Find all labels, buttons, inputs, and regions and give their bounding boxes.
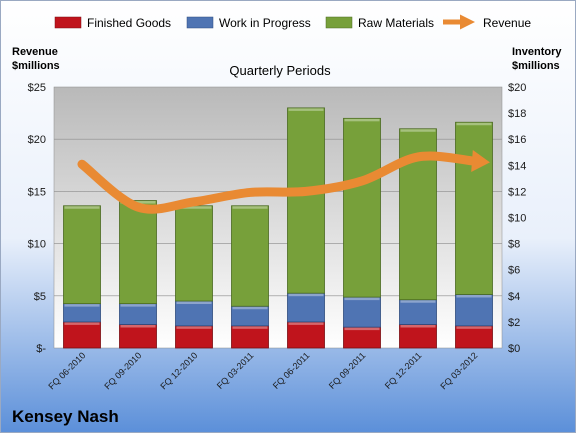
bar-highlight [456, 294, 492, 298]
bar-work-in-progress [287, 292, 325, 323]
bar-highlight [288, 293, 324, 297]
right-axis-title-line1: Inventory [512, 46, 562, 58]
bars [63, 107, 493, 349]
bar-highlight [288, 322, 324, 325]
bar-highlight [64, 304, 100, 307]
right-tick-label: $20 [508, 82, 526, 94]
company-name: Kensey Nash [12, 407, 119, 426]
bar-finished-goods [343, 326, 381, 349]
left-axis-ticks: $- $5 $10 $15 $20 $25 [28, 82, 47, 355]
right-tick-label: $8 [508, 239, 520, 251]
legend-swatch-raw-materials [325, 16, 353, 29]
bar-raw-materials [455, 121, 493, 295]
bar-highlight [344, 327, 380, 331]
bar-raw-materials [175, 205, 213, 302]
chart-subtitle: Quarterly Periods [229, 63, 331, 78]
left-tick-label: $15 [28, 186, 46, 198]
revenue-line-layer [77, 150, 490, 214]
bar-work-in-progress [455, 294, 493, 327]
right-tick-label: $2 [508, 317, 520, 329]
right-axis-title-line2: $millions [512, 60, 560, 72]
bar-raw-materials [231, 205, 269, 307]
bar-highlight [344, 297, 380, 301]
bar-highlight [232, 306, 268, 310]
legend-label-work-in-progress: Work in Progress [219, 16, 311, 30]
legend-label-raw-materials: Raw Materials [358, 16, 434, 30]
bar-highlight [232, 206, 268, 209]
legend-swatch-work-in-progress [186, 16, 214, 29]
legend-swatch-finished-goods [54, 16, 82, 29]
left-tick-label: $20 [28, 134, 46, 146]
left-tick-label: $- [36, 343, 46, 355]
bar-finished-goods [455, 325, 493, 349]
bar-work-in-progress [343, 296, 381, 328]
bar-work-in-progress [175, 300, 213, 327]
left-tick-label: $25 [28, 82, 46, 94]
bar-finished-goods [119, 324, 157, 349]
right-tick-label: $18 [508, 108, 526, 120]
legend-label-finished-goods: Finished Goods [87, 16, 171, 30]
bar-finished-goods [175, 325, 213, 349]
left-tick-label: $5 [34, 291, 46, 303]
bar-highlight [456, 326, 492, 329]
right-tick-label: $16 [508, 134, 526, 146]
bar-highlight [288, 108, 324, 111]
right-axis-ticks: $0 $2 $4 $6 $8 $10 $12 $14 $16 $18 $20 [508, 82, 526, 355]
left-axis-title-line2: $millions [12, 60, 60, 72]
revenue-arrowhead [471, 150, 490, 172]
legend: Finished Goods Work in Progress Raw Mate… [54, 14, 531, 30]
left-axis-title-line1: Revenue [12, 46, 58, 58]
bar-highlight [176, 206, 212, 209]
bar-raw-materials [119, 200, 157, 305]
bar-raw-materials [343, 117, 381, 298]
bar-highlight [176, 301, 212, 305]
bar-highlight [344, 118, 380, 122]
bar-finished-goods [399, 324, 437, 349]
legend-label-revenue: Revenue [483, 16, 531, 30]
bar-raw-materials [287, 107, 325, 294]
bar-highlight [64, 322, 100, 325]
bar-raw-materials [63, 205, 101, 305]
left-tick-label: $10 [28, 239, 46, 251]
bar-highlight [64, 206, 100, 209]
revenue-line [77, 151, 479, 214]
bar-highlight [400, 300, 436, 303]
bar-highlight [120, 304, 156, 307]
bar-highlight [400, 325, 436, 328]
bar-highlight [120, 325, 156, 328]
bar-highlight [176, 326, 212, 329]
right-tick-label: $6 [508, 265, 520, 277]
bar-finished-goods [231, 325, 269, 349]
bar-finished-goods [287, 321, 325, 349]
right-tick-label: $10 [508, 213, 526, 225]
bar-highlight [456, 122, 492, 126]
bar-highlight [232, 326, 268, 329]
right-tick-label: $14 [508, 160, 526, 172]
right-tick-label: $12 [508, 186, 526, 198]
bar-work-in-progress [119, 303, 157, 325]
bar-finished-goods [63, 321, 101, 349]
right-tick-label: $0 [508, 343, 520, 355]
bar-highlight [400, 129, 436, 132]
bar-work-in-progress [399, 299, 437, 325]
right-tick-label: $4 [508, 291, 520, 303]
